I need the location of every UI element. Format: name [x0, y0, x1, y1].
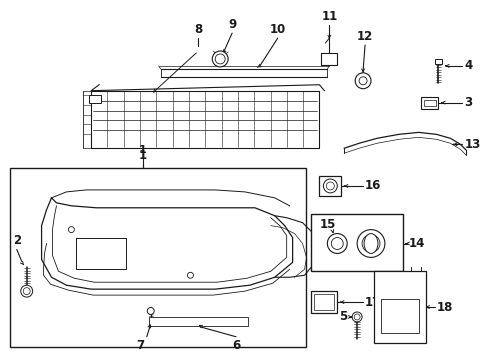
Circle shape: [326, 234, 346, 253]
Circle shape: [354, 73, 370, 89]
Text: 6: 6: [231, 339, 240, 352]
Circle shape: [68, 227, 74, 233]
Text: 3: 3: [463, 96, 471, 109]
Text: 4: 4: [463, 59, 471, 72]
Text: 18: 18: [436, 301, 452, 314]
Text: 15: 15: [319, 218, 335, 231]
Text: 13: 13: [463, 138, 480, 151]
Text: 14: 14: [408, 237, 424, 250]
Bar: [319, 176, 341, 196]
Text: 5: 5: [338, 310, 346, 323]
Circle shape: [351, 312, 361, 322]
Circle shape: [23, 288, 30, 294]
Circle shape: [20, 285, 33, 297]
Bar: [380, 299, 418, 333]
Circle shape: [187, 272, 193, 278]
Bar: [314, 294, 334, 310]
Circle shape: [323, 179, 337, 193]
Circle shape: [147, 307, 154, 314]
Circle shape: [331, 238, 343, 249]
Ellipse shape: [364, 234, 377, 253]
Text: 2: 2: [13, 234, 21, 247]
Bar: [148, 317, 247, 326]
Circle shape: [358, 77, 366, 85]
Circle shape: [356, 230, 384, 257]
Circle shape: [215, 54, 224, 64]
Text: 16: 16: [365, 179, 381, 193]
Bar: [434, 59, 442, 64]
Bar: [373, 271, 425, 343]
Bar: [311, 291, 337, 313]
Circle shape: [325, 182, 334, 190]
Text: 1: 1: [139, 149, 146, 162]
Bar: [311, 214, 402, 271]
Bar: [420, 96, 438, 109]
Text: 1: 1: [139, 145, 146, 155]
Text: 12: 12: [356, 30, 372, 43]
Bar: [10, 168, 305, 347]
Circle shape: [212, 51, 228, 67]
Text: 8: 8: [194, 23, 202, 36]
Text: 7: 7: [137, 339, 144, 352]
Bar: [423, 100, 435, 105]
Text: 11: 11: [321, 10, 337, 23]
Text: 17: 17: [365, 296, 381, 309]
Text: 10: 10: [269, 23, 285, 36]
Circle shape: [361, 235, 379, 252]
Bar: [89, 95, 101, 103]
Text: 9: 9: [227, 18, 236, 31]
Circle shape: [353, 314, 359, 320]
